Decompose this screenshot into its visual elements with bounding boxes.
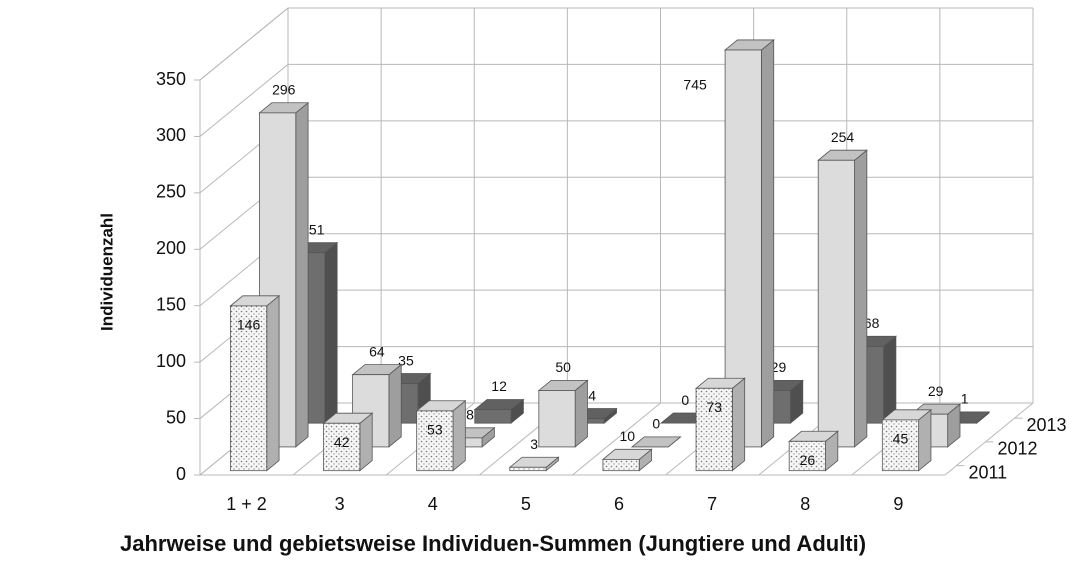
- value-label: 8: [466, 407, 474, 423]
- value-label: 50: [555, 359, 571, 375]
- y-tick-label: 350: [156, 69, 186, 89]
- floor-line: [944, 402, 1034, 476]
- value-label: 296: [272, 81, 296, 97]
- floor-line: [572, 402, 661, 476]
- value-label: 0: [681, 392, 689, 408]
- bar: [817, 159, 855, 448]
- y-tick-label: 0: [176, 464, 186, 484]
- value-label: 10: [619, 428, 635, 444]
- legend-label: 2012: [997, 439, 1037, 459]
- y-tick-label: 250: [156, 182, 186, 202]
- value-label: 42: [334, 434, 350, 450]
- value-label: 45: [893, 431, 909, 447]
- legend-label: 2013: [1027, 415, 1067, 435]
- bar-side: [324, 241, 338, 425]
- value-label: 29: [771, 359, 787, 375]
- x-tick-label: 7: [707, 494, 717, 514]
- x-tick-label: 6: [614, 494, 624, 514]
- bar: [230, 305, 268, 472]
- value-label: 26: [800, 452, 816, 468]
- bar-side: [295, 101, 309, 448]
- bar: [509, 466, 547, 472]
- y-tick-label: 50: [166, 407, 186, 427]
- x-tick-label: 4: [428, 494, 438, 514]
- grid-line: [199, 7, 289, 81]
- x-tick-label: 9: [893, 494, 903, 514]
- legend-label: 2011: [968, 462, 1007, 482]
- bar: [323, 422, 361, 472]
- value-label: 146: [237, 317, 261, 333]
- bar: [474, 409, 512, 424]
- value-label: 64: [369, 343, 385, 359]
- grid-line: [199, 64, 289, 137]
- value-label: 3: [530, 436, 538, 452]
- x-tick-label: 5: [521, 494, 531, 514]
- bar: [881, 419, 920, 472]
- x-tick-label: 8: [800, 494, 810, 514]
- bar: [416, 410, 454, 472]
- bar-side: [574, 379, 588, 448]
- x-tick-label: 3: [335, 494, 345, 514]
- value-label: 29: [928, 383, 944, 399]
- value-label: 254: [831, 129, 855, 145]
- y-tick-label: 150: [156, 294, 186, 314]
- bar-side: [266, 294, 280, 472]
- y-axis-label: Individuenzahl: [97, 213, 116, 331]
- bar: [602, 458, 640, 472]
- bar-top: [630, 436, 682, 448]
- value-label: 68: [864, 315, 880, 331]
- bar-side: [731, 377, 746, 472]
- chart-title: Jahrweise und gebietsweise Individuen-Su…: [120, 531, 866, 556]
- x-tick-label: 1 + 2: [226, 494, 267, 514]
- bar-side: [761, 39, 775, 448]
- value-label: 4: [588, 387, 596, 403]
- bar: [788, 440, 826, 472]
- value-label: 12: [491, 378, 507, 394]
- value-label: 745: [683, 77, 707, 93]
- value-label: 73: [706, 399, 722, 415]
- bar-side: [452, 399, 466, 472]
- value-label: 53: [427, 422, 443, 438]
- bar-side: [918, 408, 932, 472]
- value-label: 1: [961, 391, 969, 407]
- y-tick-label: 200: [156, 238, 186, 258]
- y-tick-label: 300: [156, 125, 186, 145]
- bar: [538, 390, 576, 448]
- value-label: 0: [652, 416, 660, 432]
- bar: [695, 387, 733, 472]
- y-tick-label: 100: [156, 351, 186, 371]
- bar-side: [388, 363, 402, 448]
- bar-side: [854, 149, 868, 448]
